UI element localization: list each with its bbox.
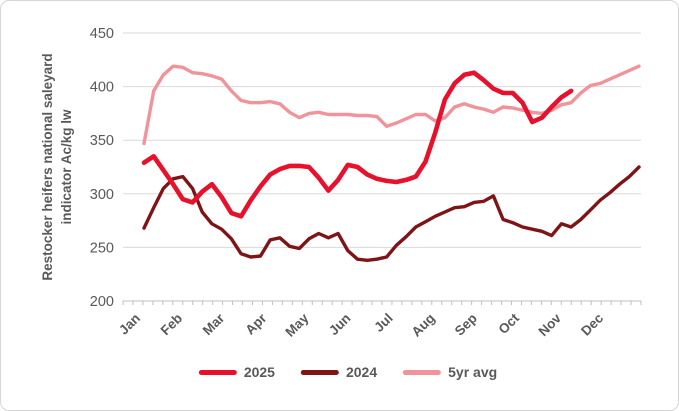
- y-tick-label: 350: [90, 133, 114, 149]
- y-tick-label: 400: [90, 80, 114, 96]
- y-tick-label: 450: [90, 26, 114, 42]
- x-tick-label: Dec: [578, 310, 606, 338]
- y-tick-label: 250: [90, 240, 114, 256]
- series-line-2025: [141, 70, 574, 219]
- x-tick-label: Feb: [158, 311, 186, 339]
- legend-label-2024: 2024: [345, 364, 378, 380]
- legend-label-2025: 2025: [243, 364, 275, 380]
- y-tick-label: 200: [90, 294, 114, 310]
- x-tick-label: Jun: [326, 311, 354, 339]
- x-tick-label: Sep: [452, 311, 480, 339]
- legend-item-2025: 2025: [198, 364, 275, 380]
- legend-item-2024: 2024: [300, 364, 378, 380]
- legend-swatch-2025: [198, 369, 237, 375]
- legend-swatch-2024: [300, 369, 339, 375]
- x-tick-label: Jul: [371, 311, 395, 335]
- x-tick-label: Aug: [409, 311, 438, 340]
- legend-item-5yr-avg: 5yr avg: [403, 364, 497, 380]
- legend-swatch-5yr-avg: [403, 369, 442, 375]
- x-tick-label: Oct: [495, 310, 522, 337]
- x-tick-label: Apr: [242, 310, 270, 338]
- legend: 2025 2024 5yr avg: [198, 364, 497, 380]
- legend-label-5yr-avg: 5yr avg: [448, 364, 498, 380]
- x-tick-label: Jan: [116, 311, 143, 338]
- x-tick-label: May: [282, 310, 312, 340]
- y-tick-label: 300: [90, 187, 114, 203]
- x-tick-label: Mar: [200, 310, 228, 338]
- series-line-2024: [142, 165, 641, 262]
- x-tick-label: Nov: [535, 310, 564, 339]
- series-line-5yr-avg: [142, 64, 641, 146]
